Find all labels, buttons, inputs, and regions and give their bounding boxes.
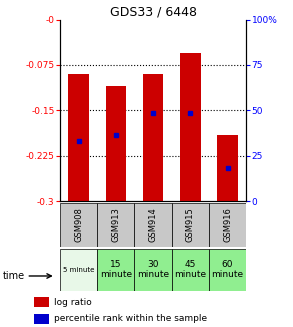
Text: 60
minute: 60 minute <box>212 260 243 280</box>
FancyBboxPatch shape <box>172 203 209 247</box>
Text: 45
minute: 45 minute <box>174 260 206 280</box>
FancyBboxPatch shape <box>60 203 97 247</box>
Text: GSM913: GSM913 <box>111 207 120 242</box>
Bar <box>217 135 238 201</box>
FancyBboxPatch shape <box>60 249 97 291</box>
FancyBboxPatch shape <box>209 203 246 247</box>
Bar <box>143 74 163 201</box>
Bar <box>69 74 89 201</box>
Bar <box>180 53 200 201</box>
FancyBboxPatch shape <box>134 249 172 291</box>
FancyBboxPatch shape <box>97 249 134 291</box>
Text: log ratio: log ratio <box>54 298 91 307</box>
Text: 30
minute: 30 minute <box>137 260 169 280</box>
FancyBboxPatch shape <box>209 249 246 291</box>
Text: 5 minute: 5 minute <box>63 267 94 273</box>
FancyBboxPatch shape <box>97 203 134 247</box>
Bar <box>106 86 126 201</box>
Bar <box>35 314 49 324</box>
Text: time: time <box>3 271 25 281</box>
Text: percentile rank within the sample: percentile rank within the sample <box>54 314 207 323</box>
Text: 15
minute: 15 minute <box>100 260 132 280</box>
Text: GSM908: GSM908 <box>74 207 83 242</box>
Bar <box>35 298 49 307</box>
Title: GDS33 / 6448: GDS33 / 6448 <box>110 6 197 18</box>
FancyBboxPatch shape <box>172 249 209 291</box>
Text: GSM915: GSM915 <box>186 207 195 242</box>
FancyBboxPatch shape <box>134 203 172 247</box>
Text: GSM914: GSM914 <box>149 207 158 242</box>
Text: GSM916: GSM916 <box>223 207 232 242</box>
